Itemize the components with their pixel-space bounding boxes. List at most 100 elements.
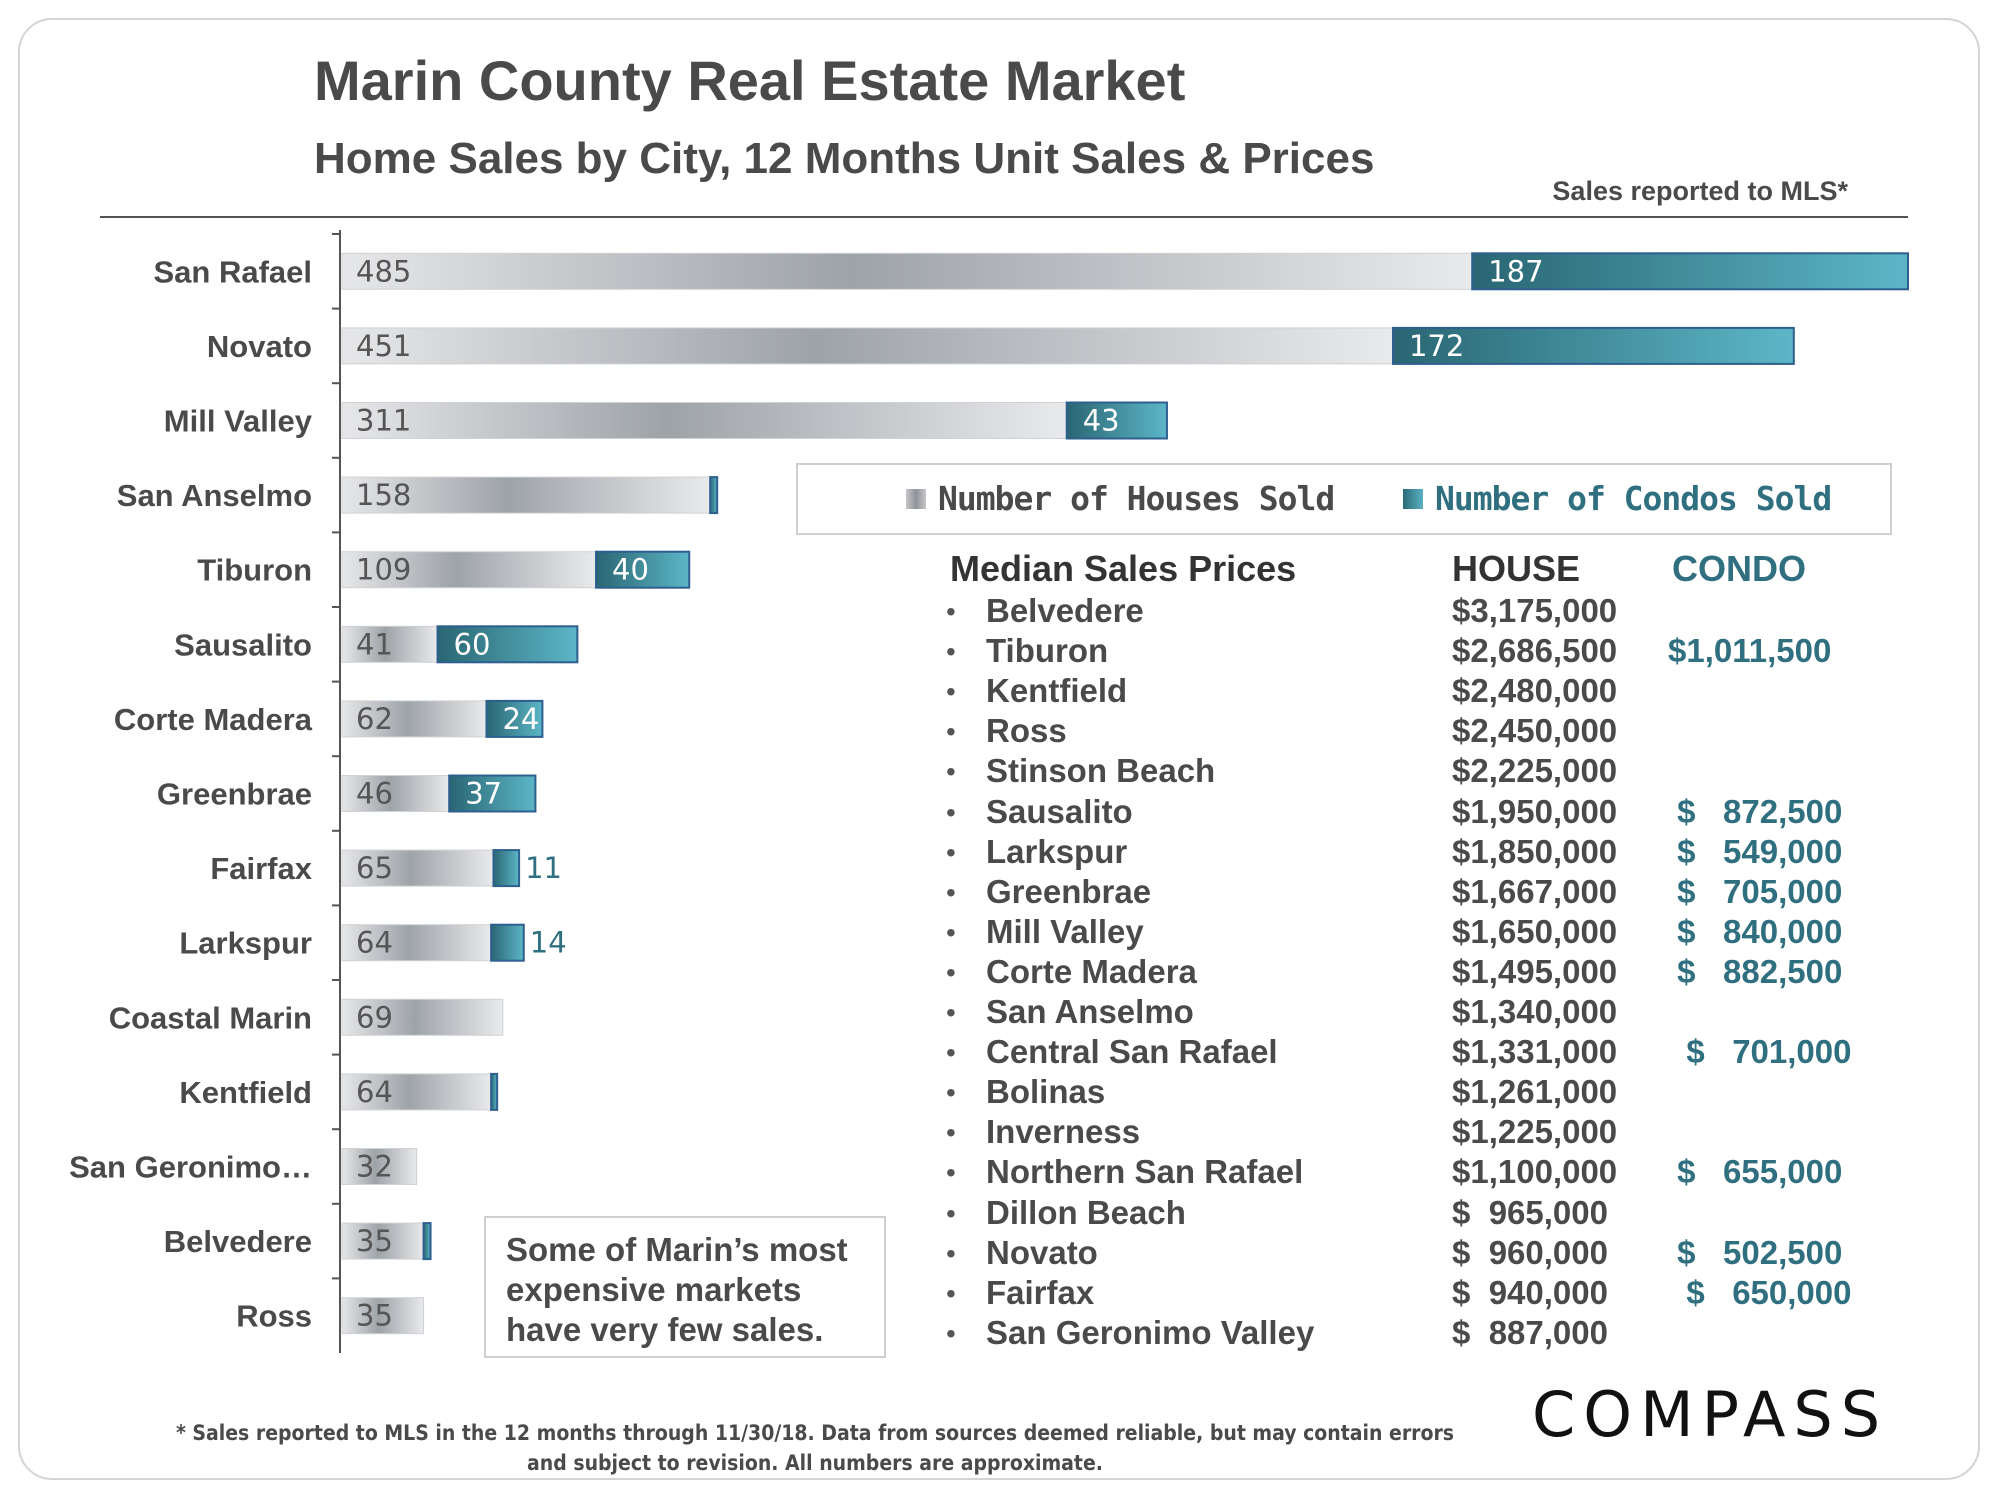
house-bar — [341, 775, 450, 812]
price-city: Ross — [986, 712, 1067, 750]
house-bar — [341, 1222, 425, 1260]
bullet-icon: • — [946, 1277, 956, 1309]
condo-price: $ 840,000 — [1668, 912, 1843, 950]
footnote: * Sales reported to MLS in the 12 months… — [100, 1418, 1530, 1478]
condo-bar — [1065, 401, 1168, 440]
condo-price: $ 502,500 — [1668, 1233, 1843, 1271]
header-divider — [100, 216, 1908, 218]
house-price: $2,480,000 — [1452, 672, 1618, 710]
price-row: • Ross $2,450,000 — [0, 712, 2000, 752]
house-price: $ 965,000 — [1452, 1193, 1608, 1231]
callout-line: expensive markets — [506, 1271, 802, 1308]
price-row: • Inverness $1,225,000 — [0, 1113, 2000, 1153]
callout-line: Some of Marin’s most — [506, 1231, 848, 1268]
condo-price: $ 549,000 — [1668, 832, 1843, 870]
price-row: • Sausalito $1,950,000 $ 872,500 — [0, 793, 2000, 833]
condo-value-label: 187 — [1488, 254, 1543, 288]
chart-legend: Number of Houses Sold Number of Condos S… — [796, 463, 1892, 535]
house-price: $2,450,000 — [1452, 712, 1618, 750]
house-value-label: 32 — [356, 1150, 393, 1184]
price-row: • Central San Rafael $1,331,000 $ 701,000 — [0, 1033, 2000, 1073]
condos-swatch-icon — [1403, 488, 1423, 509]
condo-price: $1,011,500 — [1668, 632, 1832, 670]
condo-bar — [485, 699, 544, 738]
price-row: • Northern San Rafael $1,100,000 $ 655,000 — [0, 1153, 2000, 1193]
house-value-label: 109 — [356, 553, 411, 587]
house-bar — [341, 476, 711, 514]
category-label: Novato — [207, 329, 312, 364]
houses-swatch-icon — [906, 488, 926, 509]
house-price: $ 887,000 — [1452, 1313, 1608, 1351]
house-value-label: 451 — [356, 329, 411, 363]
condo-bar — [448, 774, 537, 813]
house-bar — [341, 625, 439, 663]
bullet-icon: • — [946, 876, 956, 908]
house-value-label: 41 — [356, 627, 393, 661]
compass-logo: COMPASS — [1532, 1378, 1889, 1451]
house-price: $1,650,000 — [1452, 912, 1618, 950]
house-bar — [341, 402, 1068, 439]
category-label: Belvedere — [164, 1224, 312, 1259]
bullet-icon: • — [946, 836, 956, 868]
house-price: $1,225,000 — [1452, 1113, 1618, 1151]
price-row: • Dillon Beach $ 965,000 — [0, 1194, 2000, 1234]
price-row: • Fairfax $ 940,000 $ 650,000 — [0, 1274, 2000, 1314]
price-city: Belvedere — [986, 592, 1144, 629]
house-price: $1,100,000 — [1452, 1153, 1618, 1191]
legend-condos-label: Number of Condos Sold — [1435, 479, 1832, 518]
callout-line: have very few sales. — [506, 1311, 824, 1348]
house-price: $1,331,000 — [1452, 1033, 1618, 1071]
price-city: San Geronimo Valley — [986, 1313, 1315, 1351]
condo-bar — [492, 849, 521, 888]
price-city: Bolinas — [986, 1073, 1106, 1111]
category-label: Kentfield — [179, 1075, 312, 1110]
condo-value-label: 60 — [454, 627, 491, 661]
legend-houses-label: Number of Houses Sold — [938, 479, 1335, 518]
price-city: Fairfax — [986, 1273, 1095, 1311]
category-label: Fairfax — [210, 851, 312, 886]
house-price: $3,175,000 — [1452, 592, 1618, 629]
condo-bar — [709, 476, 719, 515]
legend-houses: Number of Houses Sold — [906, 479, 1335, 518]
house-price: $1,495,000 — [1452, 952, 1618, 990]
category-label: San Geronimo… — [69, 1150, 312, 1185]
house-price: $1,950,000 — [1452, 792, 1618, 830]
house-value-label: 311 — [356, 404, 411, 438]
price-row: • Belvedere $3,175,000 — [0, 592, 2000, 632]
price-city: Northern San Rafael — [986, 1153, 1304, 1191]
price-row: • Kentfield $2,480,000 — [0, 672, 2000, 712]
house-value-label: 485 — [356, 254, 411, 288]
condo-bar — [1471, 252, 1910, 291]
house-bar — [341, 998, 504, 1036]
bullet-icon: • — [946, 676, 956, 708]
price-city: Greenbrae — [986, 872, 1152, 910]
house-bar — [341, 924, 492, 962]
bullet-icon: • — [946, 1037, 956, 1069]
house-price: $1,340,000 — [1452, 993, 1618, 1030]
house-bar — [341, 327, 1394, 365]
category-label: Coastal Marin — [109, 1000, 312, 1035]
category-label: Tiburon — [197, 553, 312, 588]
house-column-header: HOUSE — [1452, 548, 1581, 589]
house-price: $ 940,000 — [1452, 1273, 1608, 1311]
condo-bar — [436, 625, 579, 664]
price-city: Inverness — [986, 1113, 1141, 1151]
condo-price: $ 882,500 — [1668, 952, 1843, 990]
page-title: Marin County Real Estate Market — [314, 49, 1186, 112]
price-city: Tiburon — [986, 632, 1109, 670]
house-price: $1,261,000 — [1452, 1073, 1618, 1111]
house-bar — [341, 849, 494, 887]
price-row: • Tiburon $2,686,500 $1,011,500 — [0, 632, 2000, 672]
callout-note: Some of Marin’s most expensive markets h… — [484, 1216, 886, 1358]
price-row: • Stinson Beach $2,225,000 — [0, 752, 2000, 792]
condo-value-label: 43 — [1083, 404, 1120, 438]
bullet-icon: • — [946, 1317, 956, 1349]
legend-condos: Number of Condos Sold — [1403, 479, 1832, 518]
price-city: Larkspur — [986, 832, 1128, 870]
condo-bar — [595, 550, 691, 589]
condo-column-header: CONDO — [1672, 548, 1806, 589]
condo-price: $ 655,000 — [1668, 1153, 1843, 1191]
bullet-icon: • — [946, 997, 956, 1028]
price-city: San Anselmo — [986, 993, 1194, 1030]
house-price: $2,686,500 — [1452, 632, 1618, 670]
